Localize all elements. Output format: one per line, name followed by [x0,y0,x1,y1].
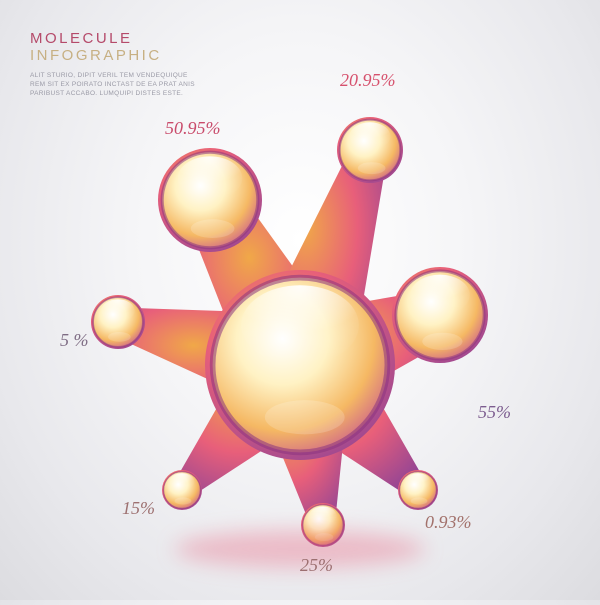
node-label-n7: 5 % [60,330,89,351]
center-sphere [213,278,388,453]
node-label-n1: 50.95% [165,118,221,139]
molecule-diagram: 50.95% 20.95% 55% 0.93% 25% 15% 5 % [0,0,600,600]
node-label-n5: 25% [300,555,333,576]
molecule-svg [0,0,600,600]
node-sphere-n4 [400,472,437,509]
node-label-n3: 55% [478,402,511,423]
node-sphere-n3 [396,271,484,359]
node-sphere-n6 [164,472,201,509]
node-label-n4: 0.93% [425,512,472,533]
node-sphere-n1 [162,152,258,248]
node-sphere-n2 [340,120,401,181]
node-sphere-n7 [93,297,143,347]
node-label-n2: 20.95% [340,70,396,91]
node-label-n6: 15% [122,498,155,519]
